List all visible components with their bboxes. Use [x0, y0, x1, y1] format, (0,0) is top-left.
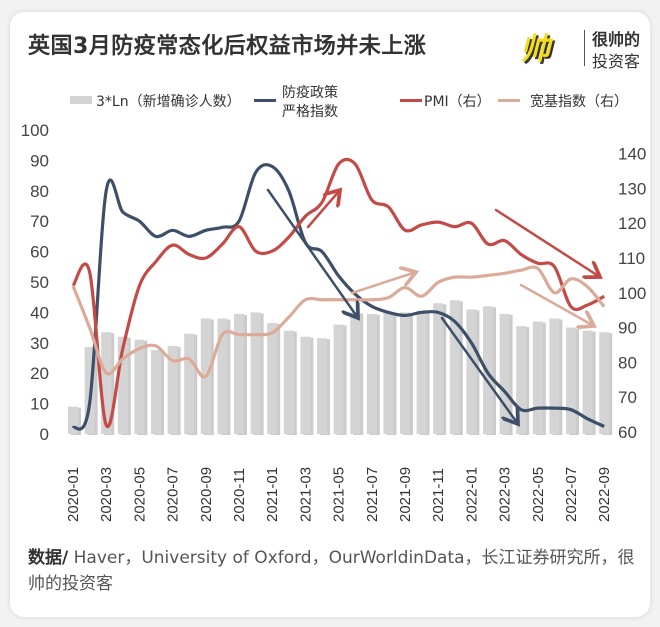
bar-cases: [167, 345, 178, 434]
x-axis-tick: 2022-03: [497, 467, 514, 522]
bar-cases: [366, 313, 377, 434]
bar-cases: [499, 313, 510, 434]
x-axis-tick: 2020-05: [131, 467, 148, 522]
bar-cases: [250, 312, 261, 434]
left-axis-tick: 0: [40, 425, 49, 444]
line-left-3d5068: [71, 163, 605, 431]
bar-cases: [217, 318, 228, 434]
x-axis-tick: 2021-11: [430, 468, 447, 522]
bar-cases: [433, 303, 444, 434]
bar-cases: [516, 326, 527, 434]
chart-card: [10, 12, 650, 617]
bar-cases: [300, 336, 311, 434]
bar-cases: [234, 313, 244, 434]
logo-divider: [584, 30, 585, 66]
right-axis-tick: 70: [618, 388, 637, 407]
x-axis-tick: 2020-11: [231, 468, 248, 522]
left-axis-tick: 80: [30, 182, 49, 201]
chart-title: 英国3月防疫常态化后权益市场并未上涨: [28, 34, 427, 59]
bar-cases: [350, 312, 361, 434]
bar-cases: [317, 338, 327, 434]
x-axis-tick: 2020-09: [198, 467, 215, 522]
bar-cases: [383, 312, 394, 434]
bar-cases: [466, 309, 477, 434]
bar-cases: [117, 336, 128, 434]
arrow-pmi-up: [306, 190, 340, 229]
trend-arrows: [266, 188, 600, 424]
left-axis-tick: 50: [30, 273, 49, 292]
logo-mark: 帅: [520, 32, 550, 67]
bar-cases: [532, 321, 543, 434]
arrow-policy-down-2: [440, 316, 518, 424]
bar-cases: [400, 312, 410, 434]
logo-line1: 很帅的: [592, 30, 641, 49]
left-axis-tick: 20: [30, 364, 49, 383]
x-axis-tick: 2022-09: [596, 467, 613, 522]
legend-label-broad: 宽基指数（右）: [530, 93, 628, 110]
left-axis-tick: 60: [30, 243, 49, 262]
x-axis-tick: 2021-01: [264, 467, 281, 522]
right-axis-tick: 120: [618, 214, 646, 233]
bar-cases: [566, 327, 576, 434]
bar-cases: [267, 323, 278, 434]
logo-line2: 投资客: [592, 52, 641, 71]
right-axis-tick: 110: [618, 249, 645, 268]
legend-swatch-policy: [254, 99, 276, 102]
x-axis-tick: 2022-07: [563, 467, 580, 522]
left-axis-tick: 90: [30, 151, 49, 170]
source-note: 数据/ Haver，University of Oxford，OurWorldi…: [28, 545, 638, 597]
x-axis-tick: 2021-09: [397, 467, 414, 522]
arrow-policy-down-1: [266, 188, 358, 318]
x-axis-tick: 2021-05: [331, 467, 348, 522]
x-axis-tick: 2021-03: [297, 467, 314, 522]
right-axis-tick: 140: [618, 145, 646, 164]
right-axis-tick: 90: [618, 319, 637, 338]
x-axis-tick: 2020-07: [165, 467, 182, 522]
right-axis-tick: 80: [618, 353, 637, 372]
brand-logo: 帅 很帅的 投资客: [520, 22, 650, 72]
bar-cases: [68, 406, 78, 434]
right-axis-tick: 60: [618, 423, 637, 442]
left-axis-tick: 70: [30, 212, 49, 231]
arrow-pmi-down: [494, 208, 600, 277]
left-axis-tick: 10: [30, 395, 49, 414]
bar-cases: [582, 330, 593, 434]
legend-swatch-pmi: [400, 99, 422, 102]
x-axis-tick: 2020-03: [98, 467, 115, 522]
bar-cases: [283, 330, 294, 434]
line-right-c44a46: [71, 157, 605, 429]
bar-cases: [483, 306, 493, 434]
left-axis-tick: 40: [30, 303, 49, 322]
legend-swatch-cases: [70, 96, 92, 104]
bar-cases: [151, 350, 161, 434]
left-axis-tick: 30: [30, 334, 49, 353]
legend-label-pmi: PMI（右）: [424, 94, 491, 110]
bar-cases: [449, 300, 460, 434]
right-axis-tick: 100: [618, 284, 646, 303]
bar-cases: [549, 318, 560, 434]
bar-cases: [184, 333, 195, 434]
legend-label-cases: 3*Ln（新增确诊人数）: [96, 94, 241, 110]
line-right-dcaa98: [71, 265, 606, 379]
legend-swatch-broad: [498, 99, 520, 102]
bar-cases: [134, 339, 145, 434]
x-axis-tick: 2022-01: [463, 467, 480, 522]
x-axis-tick: 2020-01: [65, 467, 82, 522]
legend-label-policy-2: 严格指数: [282, 104, 338, 120]
legend: 3*Ln（新增确诊人数） 防疫政策 严格指数 PMI（右） 宽基指数（右）: [70, 84, 628, 120]
arrow-broad-down: [519, 283, 594, 326]
bar-cases: [101, 332, 112, 434]
bar-cases: [333, 324, 344, 434]
arrow-broad-up: [350, 272, 416, 295]
x-axis-tick: 2021-07: [364, 467, 381, 522]
source-label: 数据/: [28, 548, 69, 568]
bar-cases: [599, 332, 610, 434]
right-axis-tick: 130: [618, 179, 646, 198]
legend-label-policy: 防疫政策: [282, 84, 338, 101]
bar-cases: [416, 310, 427, 434]
x-axis-tick: 2022-05: [530, 467, 547, 522]
source-text: Haver，University of Oxford，OurWorldinDat…: [28, 548, 635, 594]
left-axis-tick: 100: [21, 121, 49, 140]
